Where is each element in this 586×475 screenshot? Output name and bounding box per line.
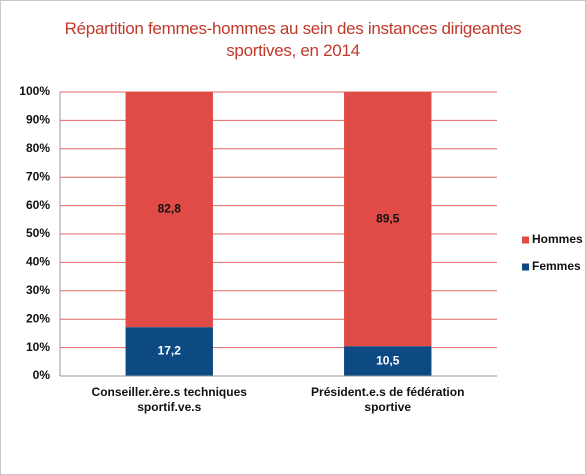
data-label: 89,5 [376,211,400,225]
legend-label: Femmes [532,259,581,273]
legend-swatch [522,236,529,244]
y-tick-label: 70% [26,169,50,183]
y-tick-label: 100% [19,84,50,98]
y-tick-label: 40% [26,255,50,269]
y-tick-label: 50% [26,226,50,240]
y-tick-label: 0% [33,368,51,382]
bar-segment [344,92,432,347]
legend-label: Hommes [532,232,583,246]
bar-segment [125,327,213,376]
bar-segment [125,92,213,328]
y-tick-label: 80% [26,141,50,155]
y-tick-label: 20% [26,311,50,325]
chart-title: Répartition femmes-hommes au sein des in… [64,19,522,60]
data-label: 17,2 [158,344,182,358]
y-tick-label: 60% [26,198,50,212]
legend-swatch [522,263,529,271]
x-tick-label: Président.e.s de fédération sportive [311,385,465,414]
bar-segment [344,346,432,376]
y-tick-label: 30% [26,283,50,297]
x-tick-label: Conseiller.ère.s techniques sportif.ve.s [91,385,247,414]
data-label: 10,5 [376,353,400,367]
y-tick-label: 90% [26,113,50,127]
data-label: 82,8 [158,202,182,216]
y-tick-label: 10% [26,340,50,354]
